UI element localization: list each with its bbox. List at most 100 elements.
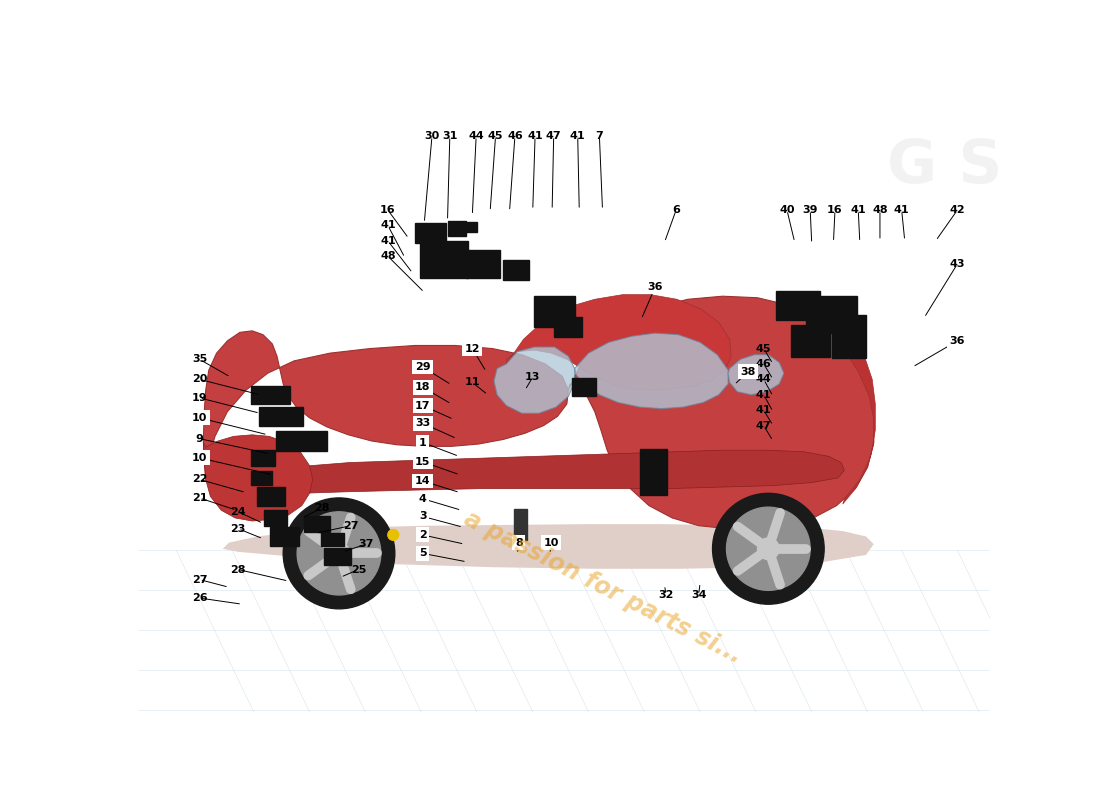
Circle shape — [758, 538, 779, 559]
Text: 23: 23 — [231, 524, 246, 534]
Text: 5: 5 — [419, 548, 427, 558]
Bar — [464, 222, 477, 232]
Text: 43: 43 — [949, 259, 965, 269]
Text: 36: 36 — [648, 282, 663, 292]
Text: 8: 8 — [515, 538, 522, 547]
Text: 28: 28 — [231, 565, 246, 574]
Text: 41: 41 — [756, 390, 771, 400]
Text: 41: 41 — [379, 236, 396, 246]
Bar — [260, 407, 302, 426]
Polygon shape — [728, 354, 784, 394]
Text: 41: 41 — [894, 205, 910, 215]
Polygon shape — [574, 333, 728, 409]
Text: 21: 21 — [191, 493, 207, 503]
Bar — [832, 314, 866, 358]
Text: 15: 15 — [415, 457, 430, 466]
Text: 45: 45 — [487, 131, 504, 141]
Bar — [419, 241, 468, 278]
Bar — [276, 431, 328, 451]
Bar — [534, 296, 575, 327]
Text: 27: 27 — [191, 574, 207, 585]
Text: 3: 3 — [419, 511, 427, 522]
Circle shape — [726, 507, 811, 590]
Text: 48: 48 — [872, 205, 888, 215]
Bar — [554, 317, 582, 337]
Text: 41: 41 — [850, 205, 866, 215]
Text: 12: 12 — [464, 343, 480, 354]
Text: 46: 46 — [507, 131, 522, 141]
Text: 47: 47 — [546, 131, 561, 141]
Text: 45: 45 — [756, 343, 771, 354]
Text: 16: 16 — [379, 205, 396, 215]
Bar — [640, 449, 667, 495]
Circle shape — [297, 512, 381, 595]
Text: a passion for parts si...: a passion for parts si... — [460, 506, 746, 668]
Polygon shape — [204, 331, 569, 479]
Bar — [572, 378, 596, 396]
Text: 38: 38 — [740, 366, 756, 377]
Text: 24: 24 — [230, 507, 246, 517]
Text: 40: 40 — [779, 205, 794, 215]
Text: 34: 34 — [691, 590, 706, 600]
Text: 33: 33 — [415, 418, 430, 428]
Text: 39: 39 — [803, 205, 818, 215]
Text: 13: 13 — [525, 372, 540, 382]
Bar — [252, 471, 272, 485]
Polygon shape — [506, 294, 732, 390]
Text: 28: 28 — [315, 503, 330, 513]
Text: 17: 17 — [415, 401, 430, 410]
Text: 1: 1 — [419, 438, 427, 447]
Text: 6: 6 — [672, 205, 680, 215]
Bar — [252, 450, 275, 466]
Bar — [304, 517, 330, 532]
Text: 19: 19 — [191, 393, 207, 403]
Circle shape — [328, 542, 350, 564]
Text: 18: 18 — [415, 382, 430, 392]
Text: 26: 26 — [191, 593, 207, 603]
Text: 44: 44 — [756, 374, 771, 384]
Bar — [466, 250, 500, 278]
Text: 37: 37 — [359, 539, 374, 549]
Circle shape — [283, 498, 395, 609]
Bar — [323, 548, 351, 565]
Bar — [252, 386, 290, 404]
Text: 41: 41 — [756, 405, 771, 415]
Text: 41: 41 — [570, 131, 585, 141]
Text: 47: 47 — [756, 421, 771, 430]
Bar — [806, 296, 858, 333]
Text: 16: 16 — [827, 205, 843, 215]
Bar — [415, 223, 446, 243]
Text: 7: 7 — [595, 131, 603, 141]
Bar — [514, 509, 527, 539]
Text: 29: 29 — [415, 362, 430, 372]
Text: 25: 25 — [351, 565, 366, 574]
Bar — [270, 527, 299, 546]
Bar — [448, 221, 466, 236]
Circle shape — [388, 530, 398, 540]
Text: 35: 35 — [191, 354, 207, 364]
Text: 10: 10 — [191, 453, 207, 463]
Bar — [264, 510, 287, 526]
Text: 31: 31 — [442, 131, 458, 141]
Polygon shape — [843, 341, 876, 504]
Text: 14: 14 — [415, 476, 430, 486]
Text: G S: G S — [888, 138, 1003, 196]
Text: 42: 42 — [949, 205, 966, 215]
Text: 41: 41 — [379, 220, 396, 230]
Text: 22: 22 — [191, 474, 207, 485]
Bar — [503, 260, 529, 280]
Polygon shape — [222, 524, 873, 569]
Text: 11: 11 — [464, 378, 480, 387]
Text: 20: 20 — [191, 374, 207, 384]
Text: 32: 32 — [659, 590, 673, 600]
Text: 27: 27 — [343, 521, 359, 530]
Text: 30: 30 — [425, 131, 440, 141]
Text: 9: 9 — [196, 434, 204, 444]
Text: 2: 2 — [419, 530, 427, 540]
Text: 10: 10 — [191, 413, 207, 423]
Text: 36: 36 — [949, 336, 965, 346]
Polygon shape — [494, 347, 574, 414]
Bar — [257, 487, 285, 506]
Polygon shape — [569, 296, 873, 529]
Text: 4: 4 — [419, 494, 427, 504]
